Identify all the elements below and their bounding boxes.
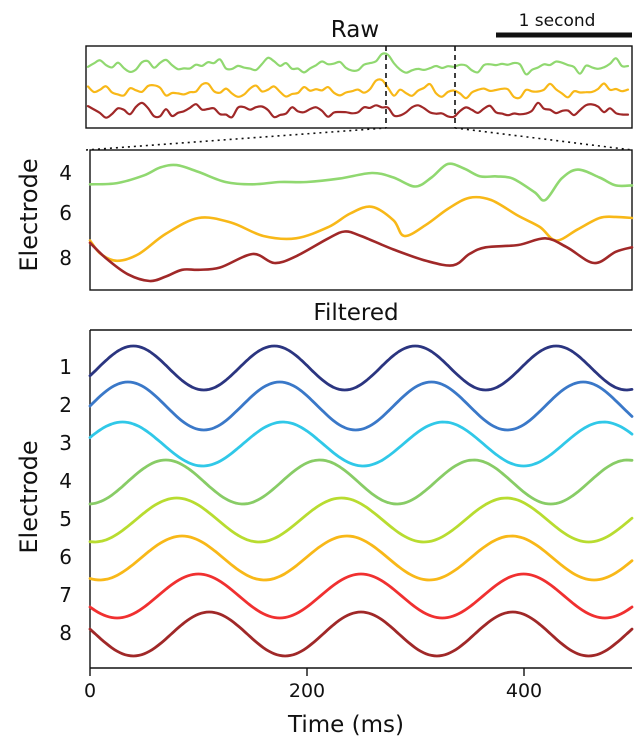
zoom-trace-electrode-8 — [88, 230, 634, 283]
zoom-ylabel: Electrode — [15, 158, 43, 271]
filtered-trace-electrode-5 — [88, 496, 634, 544]
zoom-connector-right — [454, 127, 633, 151]
raw-trace-electrode-8 — [86, 101, 630, 119]
raw-traces — [86, 52, 630, 119]
zoom-traces — [88, 162, 634, 283]
filtered-trace-electrode-4 — [88, 458, 634, 506]
filtered-trace-electrode-1 — [88, 344, 634, 392]
filtered-trace-electrode-3 — [88, 420, 634, 468]
raw-frame — [85, 45, 633, 129]
filtered-tick-electrode-4: 4 — [59, 469, 72, 493]
filtered-title: Filtered — [313, 300, 398, 326]
filtered-tick-electrode-1: 1 — [59, 355, 72, 379]
scalebar-label: 1 second — [519, 11, 596, 31]
filtered-tick-electrode-5: 5 — [59, 507, 72, 531]
xtick-400-label: 400 — [506, 680, 542, 702]
filtered-trace-electrode-8 — [88, 610, 634, 658]
filtered-tick-electrode-3: 3 — [59, 431, 72, 455]
raw-title: Raw — [331, 17, 379, 43]
xtick-0-label: 0 — [84, 680, 96, 702]
zoom-tick-4: 4 — [59, 161, 72, 185]
zoom-trace-electrode-4 — [88, 162, 634, 202]
filtered-electrode-ticks: 1 2 3 4 5 6 7 8 — [59, 355, 72, 645]
xaxis-label: Time (ms) — [287, 712, 404, 738]
filtered-trace-electrode-7 — [88, 572, 634, 620]
zoom-tick-8: 8 — [59, 246, 72, 270]
xtick-200-label: 200 — [289, 680, 325, 702]
filtered-trace-electrode-6 — [88, 534, 634, 582]
filtered-tick-electrode-7: 7 — [59, 583, 72, 607]
zoom-frame — [89, 149, 633, 291]
raw-trace-electrode-6 — [86, 78, 630, 100]
filtered-tick-electrode-6: 6 — [59, 545, 72, 569]
zoom-tick-6: 6 — [59, 201, 72, 225]
zoom-trace-electrode-6 — [88, 195, 634, 263]
filtered-trace-electrode-2 — [88, 380, 634, 432]
filtered-tick-electrode-2: 2 — [59, 393, 72, 417]
filtered-tick-electrode-8: 8 — [59, 621, 72, 645]
filtered-ylabel: Electrode — [15, 440, 43, 553]
raw-trace-electrode-4 — [86, 52, 630, 76]
filtered-traces — [88, 344, 634, 658]
zoom-connector-left — [85, 127, 387, 151]
